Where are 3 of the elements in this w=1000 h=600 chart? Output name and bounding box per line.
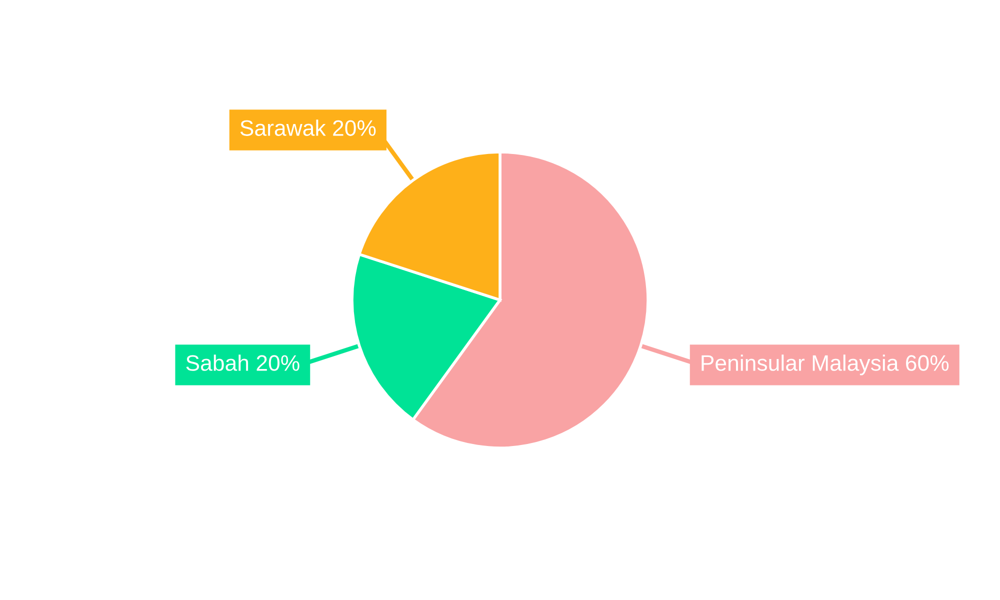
- slice-label: Sarawak 20%: [240, 120, 376, 136]
- slice-label: Peninsular Malaysia 60%: [702, 354, 949, 376]
- slice-label: Sabah 20%: [186, 354, 300, 371]
